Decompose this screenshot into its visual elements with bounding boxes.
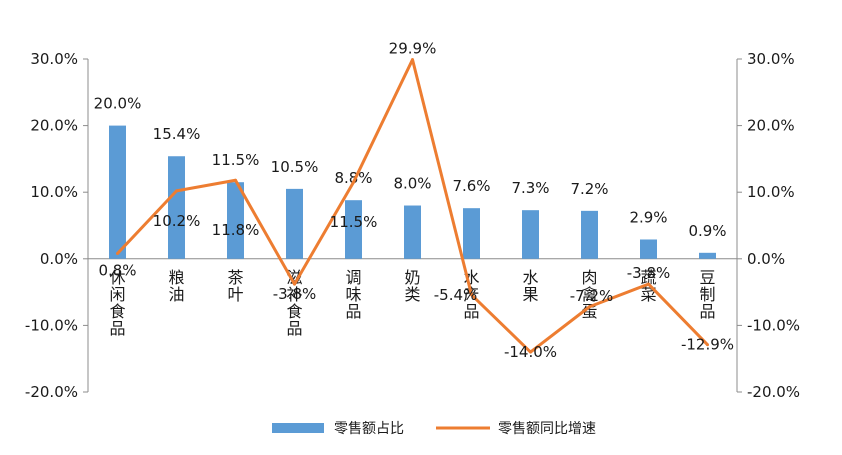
bar-share-label: 0.9% <box>688 222 726 240</box>
right-axis-tick-label: 30.0% <box>747 50 795 68</box>
growth-point <box>293 282 296 286</box>
bar-share-label: 2.9% <box>629 208 667 226</box>
bar-share-label: 7.2% <box>570 180 608 198</box>
growth-point <box>588 305 591 309</box>
bar-share <box>109 125 126 259</box>
right-axis-tick-label: -20.0% <box>747 383 800 401</box>
category-label: 粮油 <box>168 268 184 304</box>
bar-share <box>463 208 480 259</box>
growth-label: -12.9% <box>681 336 734 354</box>
category-label: 肉禽蛋 <box>581 268 597 321</box>
left-axis-tick-label: -10.0% <box>25 316 78 334</box>
category-label: 奶类 <box>404 268 420 304</box>
right-axis-tick-label: -10.0% <box>747 316 800 334</box>
bar-share <box>345 200 362 259</box>
bar-share <box>286 188 303 259</box>
growth-label: 11.5% <box>330 213 378 231</box>
legend-label-growth: 零售额同比增速 <box>498 421 596 437</box>
growth-point <box>352 180 355 184</box>
left-axis-tick-label: 30.0% <box>30 50 78 68</box>
category-label: 茶叶 <box>227 268 243 304</box>
growth-label: 11.8% <box>212 221 260 239</box>
right-axis-tick-label: 20.0% <box>747 117 795 135</box>
growth-point <box>647 282 650 286</box>
growth-point <box>411 58 414 62</box>
legend-label-share: 零售额占比 <box>334 421 404 437</box>
bar-share-label: 11.5% <box>212 151 260 169</box>
category-label: 滋补食品 <box>286 268 302 338</box>
growth-label: -3.8% <box>627 264 671 282</box>
bar-share-label: 10.5% <box>271 158 319 176</box>
category-label: 休闲食品 <box>109 268 125 338</box>
right-axis-tick-label: 10.0% <box>747 183 795 201</box>
growth-label: -5.4% <box>434 286 478 304</box>
growth-label: -7.2% <box>570 287 614 305</box>
right-axis-tick-label: 0.0% <box>747 250 785 268</box>
growth-point <box>234 178 237 182</box>
growth-label: 10.2% <box>153 212 201 230</box>
bar-share <box>168 156 185 259</box>
bar-share <box>581 210 598 259</box>
left-axis-tick-label: 20.0% <box>30 117 78 135</box>
category-label: 调味品 <box>345 268 361 321</box>
growth-point <box>470 293 473 297</box>
bar-share-label: 8.8% <box>334 169 372 187</box>
left-axis-tick-label: 0.0% <box>40 250 78 268</box>
left-axis-tick-label: -20.0% <box>25 383 78 401</box>
left-axis-tick-label: 10.0% <box>30 183 78 201</box>
bar-share-label: 20.0% <box>94 95 142 113</box>
growth-label: 29.9% <box>389 40 437 58</box>
bar-share <box>227 182 244 259</box>
legend-swatch-share <box>272 423 324 433</box>
growth-point <box>175 189 178 193</box>
growth-point <box>529 350 532 354</box>
bar-share-label: 8.0% <box>393 175 431 193</box>
category-label: 豆制品 <box>699 268 715 321</box>
growth-label: -3.8% <box>273 285 317 303</box>
growth-point <box>116 251 119 255</box>
growth-label: -14.0% <box>504 343 557 361</box>
growth-label: 0.8% <box>98 261 136 279</box>
growth-point <box>706 343 709 347</box>
bar-share <box>404 205 421 259</box>
category-label: 水果 <box>522 268 538 304</box>
bar-share-label: 7.6% <box>452 177 490 195</box>
bar-share-label: 15.4% <box>153 125 201 143</box>
bar-share <box>640 239 657 259</box>
bar-share-label: 7.3% <box>511 179 549 197</box>
bar-share <box>699 252 716 259</box>
bar-share <box>522 210 539 259</box>
